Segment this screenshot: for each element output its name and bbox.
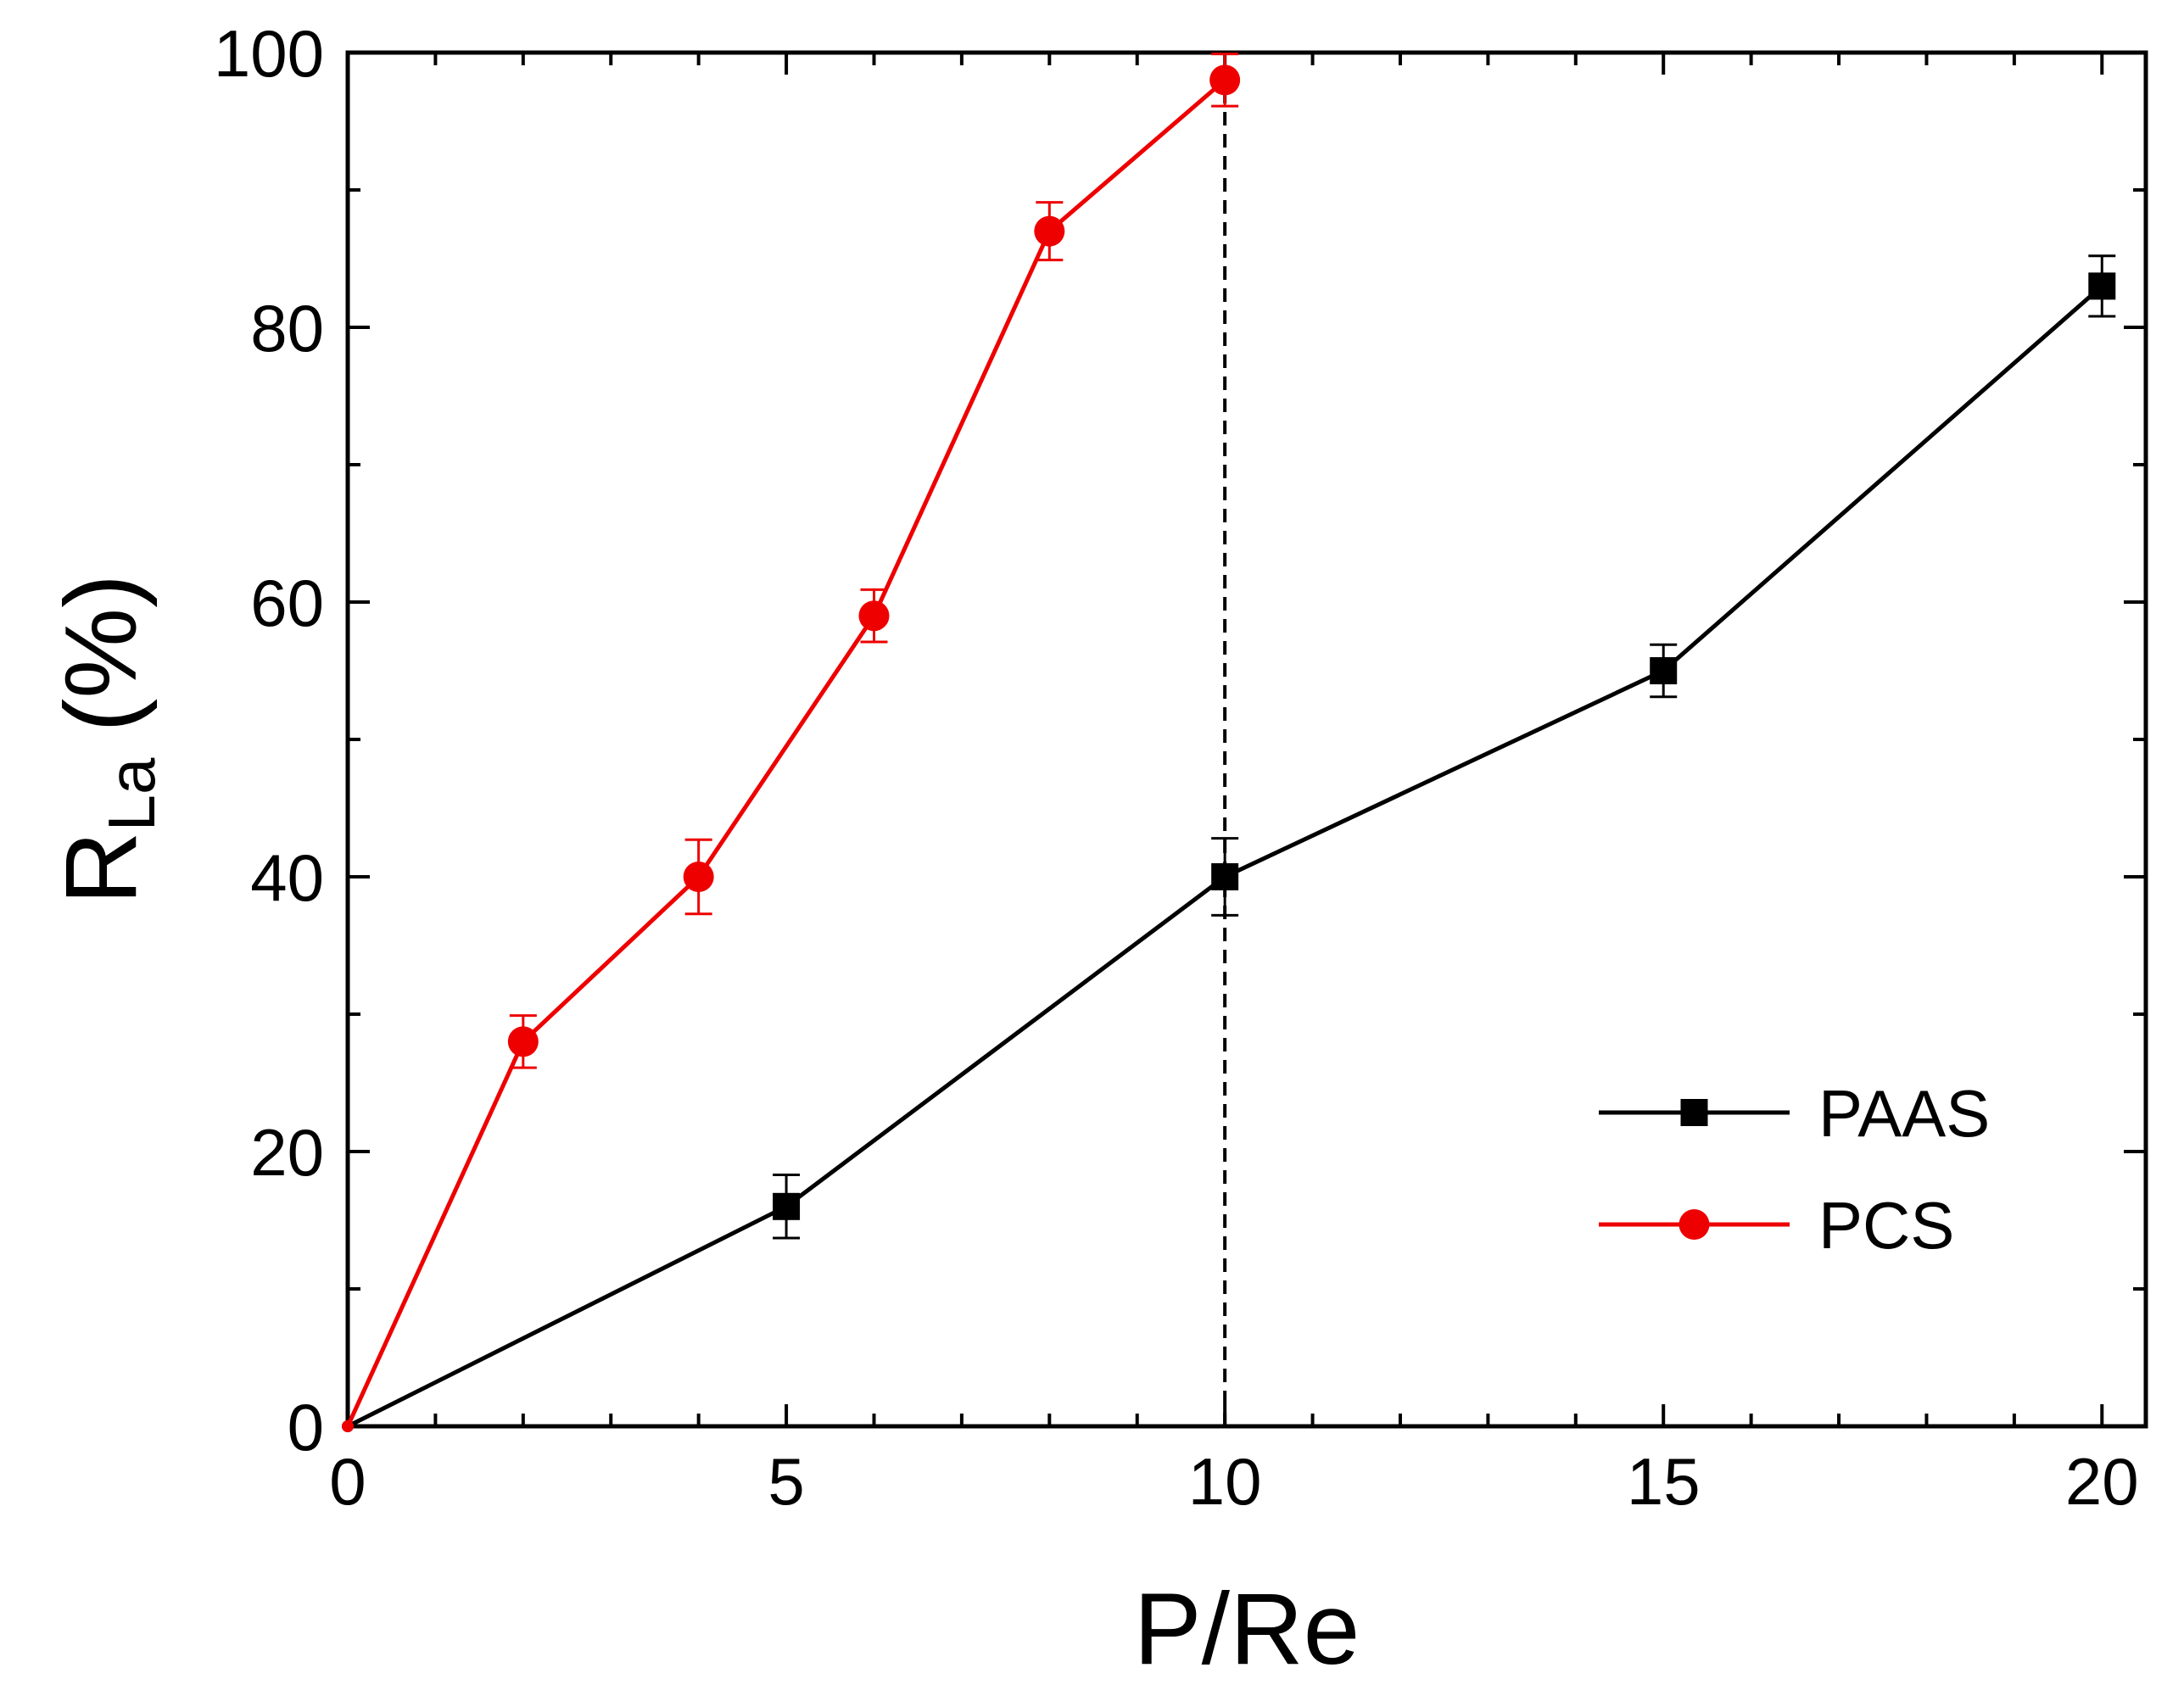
y-axis-title-main: R: [44, 831, 158, 905]
x-tick-labels: 0 5 10 15 20: [329, 1444, 2138, 1519]
y-tick-label: 0: [288, 1390, 324, 1464]
x-tick-label: 10: [1188, 1444, 1262, 1519]
y-axis-title: RLa (%): [44, 574, 169, 905]
legend-label-paas: PAAS: [1818, 1076, 1990, 1151]
data-point: [773, 1192, 801, 1220]
legend: PAAS PCS: [1599, 1076, 1990, 1263]
y-tick-label: 80: [250, 291, 324, 365]
y-axis-title-sub: La: [94, 757, 169, 831]
y-tick-label: 60: [250, 566, 324, 640]
series-pcs: [342, 53, 1241, 1432]
series-group: [342, 53, 2116, 1432]
x-tick-label: 0: [329, 1444, 366, 1519]
y-tick-label: 100: [214, 16, 324, 91]
data-point: [2088, 272, 2116, 300]
legend-marker-paas: [1680, 1099, 1708, 1126]
data-point: [683, 862, 714, 892]
series-line-pcs: [345, 78, 1226, 1428]
y-axis-title-suffix: (%): [44, 574, 158, 733]
data-point: [507, 1026, 539, 1057]
data-point: [858, 600, 890, 632]
data-point: [1211, 863, 1239, 890]
data-point-origin: [342, 1420, 354, 1432]
y-tick-label: 20: [250, 1115, 324, 1190]
y-tick-label: 40: [250, 840, 324, 915]
legend-label-pcs: PCS: [1818, 1188, 1954, 1263]
data-point: [1650, 657, 1678, 684]
x-tick-label: 15: [1627, 1444, 1701, 1519]
legend-marker-pcs: [1678, 1209, 1710, 1240]
data-point: [1034, 215, 1065, 247]
data-point: [1209, 64, 1241, 96]
x-tick-label: 5: [768, 1444, 804, 1519]
x-tick-label: 20: [2065, 1444, 2139, 1519]
x-axis-title: P/Re: [1134, 1572, 1360, 1686]
series-paas: [342, 254, 2116, 1432]
y-tick-labels: 0 20 40 60 80 100: [214, 16, 324, 1464]
